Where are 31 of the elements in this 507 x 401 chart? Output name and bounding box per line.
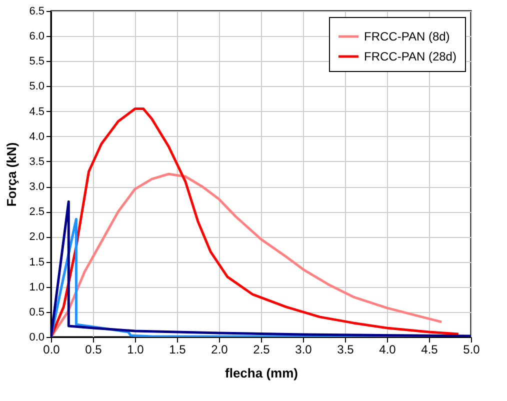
legend-label: FRCC-PAN (28d)	[364, 50, 456, 64]
x-tick-label: 1.5	[169, 342, 186, 356]
x-axis-title: flecha (mm)	[225, 366, 298, 380]
y-tick-label: 4.5	[29, 106, 44, 118]
y-tick-label: 4.0	[29, 130, 44, 143]
y-tick-label: 1.0	[29, 281, 44, 294]
y-axis-title: Força (kN)	[4, 142, 20, 207]
y-tick-label: 5.5	[29, 56, 44, 68]
line-series	[51, 108, 460, 337]
x-tick-label: 5.0	[463, 342, 480, 356]
x-tick-label: 3.0	[295, 342, 312, 356]
y-tick-label: 6.5	[29, 6, 44, 18]
x-tick-label: 0.0	[43, 342, 60, 356]
y-tick-label: 1.5	[29, 256, 44, 268]
y-tick-label: 2.5	[29, 206, 44, 218]
y-tick-label: 0.5	[29, 306, 44, 318]
y-tick-label: 3.0	[29, 181, 44, 194]
legend-label: FRCC-PAN (8d)	[364, 30, 450, 44]
x-tick-label: 1.0	[127, 342, 144, 356]
x-tick-label: 2.5	[253, 342, 270, 356]
x-tick-label: 4.5	[421, 342, 438, 356]
x-tick-label: 4.0	[379, 342, 396, 356]
y-tick-label: 5.0	[29, 80, 44, 93]
x-tick-label: 2.0	[211, 342, 228, 356]
y-tick-label: 6.0	[29, 30, 44, 43]
x-tick-label: 0.5	[85, 342, 102, 356]
line-series	[51, 172, 443, 337]
y-tick-label: 3.5	[29, 156, 44, 168]
x-tick-label: 3.5	[337, 342, 354, 356]
y-tick-label: 0.0	[29, 332, 44, 344]
y-tick-label: 2.0	[29, 231, 44, 244]
